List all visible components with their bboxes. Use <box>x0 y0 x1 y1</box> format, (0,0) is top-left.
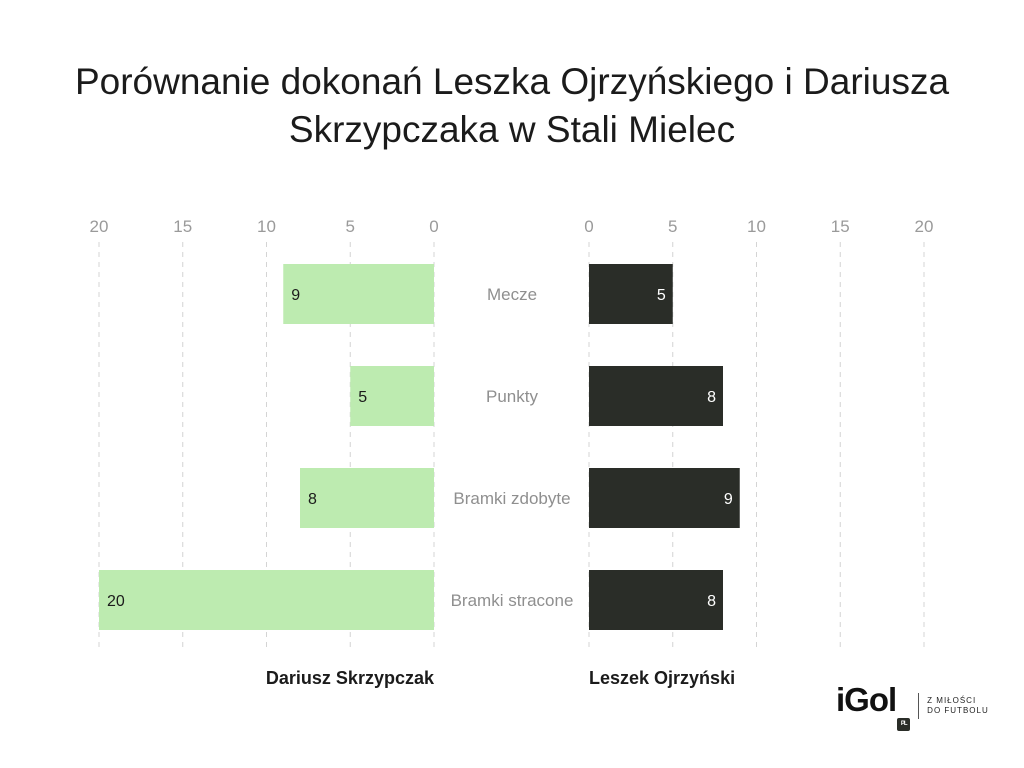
bar-right <box>589 570 723 630</box>
value-label-right: 5 <box>657 287 666 304</box>
chart-title: Porównanie dokonań Leszka Ojrzyńskiego i… <box>0 58 1024 154</box>
logo-separator <box>918 693 920 719</box>
category-label: Punkty <box>486 387 538 406</box>
tick-label-left-0: 0 <box>429 217 438 236</box>
tick-label-right-0: 0 <box>584 217 593 236</box>
value-label-left: 5 <box>358 389 367 406</box>
bar-right <box>589 264 673 324</box>
tick-label-right-20: 20 <box>915 217 934 236</box>
category-label: Mecze <box>487 285 537 304</box>
value-label-left: 8 <box>308 491 317 508</box>
category-label: Bramki zdobyte <box>453 489 570 508</box>
value-label-right: 8 <box>707 593 716 610</box>
tick-label-right-15: 15 <box>831 217 850 236</box>
tick-label-left-10: 10 <box>257 217 276 236</box>
bar-left <box>283 264 434 324</box>
logo-wordmark-text: iGol <box>836 681 897 718</box>
value-label-left: 20 <box>107 593 125 610</box>
tick-label-left-20: 20 <box>90 217 109 236</box>
value-label-left: 9 <box>291 287 300 304</box>
tick-label-left-15: 15 <box>173 217 192 236</box>
bar-left <box>300 468 434 528</box>
logo-tagline: Z MIŁOŚCI DO FUTBOLU <box>927 696 989 716</box>
bar-right <box>589 366 723 426</box>
logo-tagline-line-2: DO FUTBOLU <box>927 706 989 715</box>
series-name-left: Dariusz Skrzypczak <box>266 668 435 688</box>
tick-label-left-5: 5 <box>346 217 355 236</box>
logo-badge: PL <box>897 718 911 731</box>
category-label: Bramki stracone <box>451 591 574 610</box>
series-name-right: Leszek Ojrzyński <box>589 668 735 688</box>
bar-left <box>99 570 434 630</box>
tick-label-right-10: 10 <box>747 217 766 236</box>
chart-title-line-2: Skrzypczaka w Stali Mielec <box>288 109 736 150</box>
value-label-right: 9 <box>724 491 733 508</box>
value-label-right: 8 <box>707 389 716 406</box>
bar-left <box>350 366 434 426</box>
tick-label-right-5: 5 <box>668 217 677 236</box>
chart-title-line-1: Porównanie dokonań Leszka Ojrzyńskiego i… <box>74 61 950 102</box>
logo-wordmark: iGolPL <box>836 681 911 731</box>
igol-logo: iGolPL Z MIŁOŚCI DO FUTBOLU <box>836 681 989 731</box>
bar-right <box>589 468 740 528</box>
logo-tagline-line-1: Z MIŁOŚCI <box>927 696 977 705</box>
